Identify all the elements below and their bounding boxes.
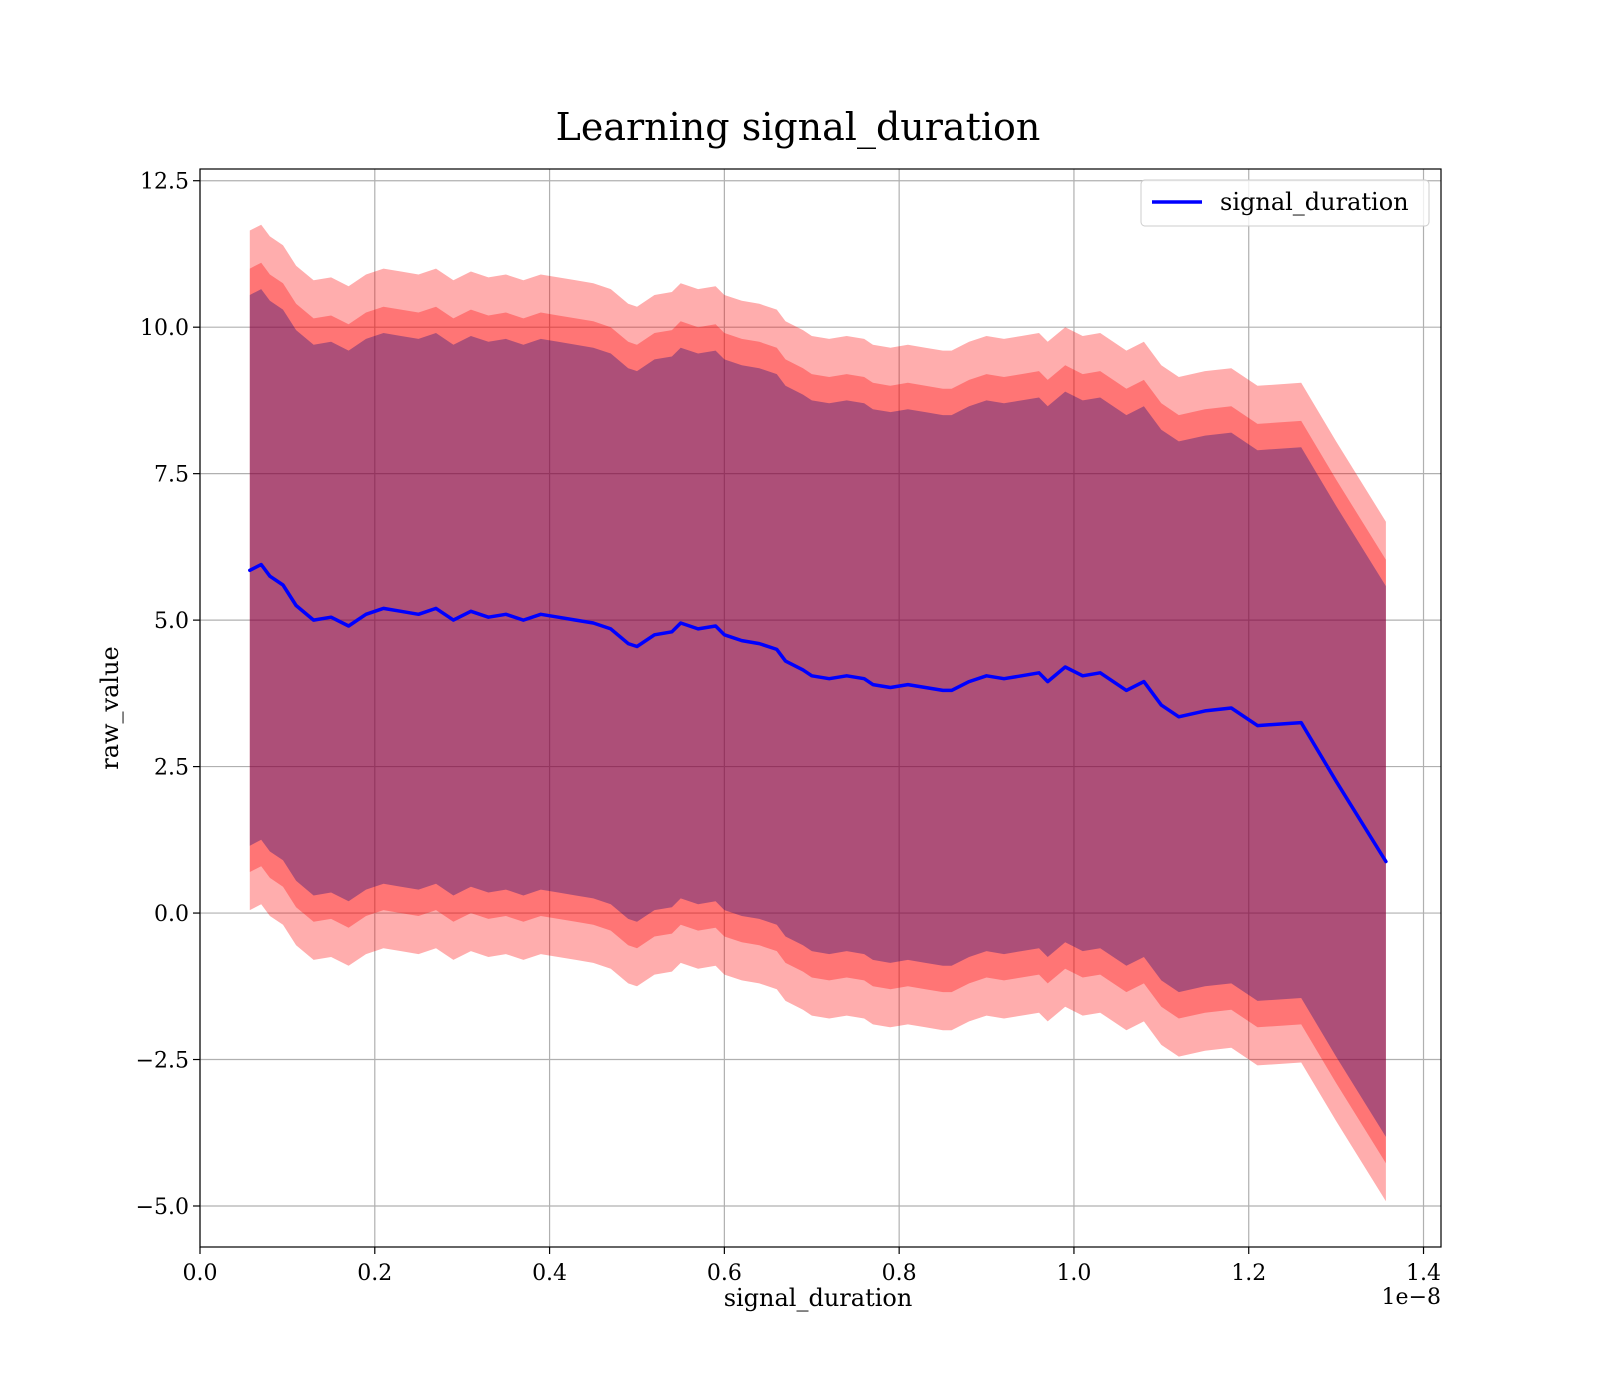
legend-box — [1140, 179, 1430, 227]
x-tick-label: 0.2 — [357, 1261, 392, 1286]
x-axis-offset-label: 1e−8 — [1382, 1285, 1441, 1310]
x-axis-label: signal_duration — [724, 1284, 913, 1312]
x-tick-label: 1.0 — [1056, 1261, 1091, 1286]
grid — [199, 169, 1441, 1247]
confidence-bands — [249, 224, 1386, 1202]
confidence-band-1 — [249, 224, 1386, 1202]
legend-label-signal-duration: signal_duration — [1220, 188, 1409, 216]
x-tick-label: 0.8 — [882, 1261, 917, 1286]
legend: signal_duration — [1140, 179, 1430, 227]
y-tick-label: 7.5 — [154, 463, 189, 488]
axis-ticks: 0.0 0.2 0.4 0.6 0.8 1.0 1.2 1.4 −5.0 −2.5 0.0 2.5 5.… — [136, 170, 1441, 1286]
x-tick-label: 1.2 — [1231, 1261, 1266, 1286]
confidence-band-3 — [249, 289, 1386, 1137]
x-tick-label: 1.4 — [1406, 1261, 1441, 1286]
y-tick-label: 12.5 — [140, 170, 189, 195]
series-line-signal-duration — [248, 562, 1388, 864]
plot-frame — [199, 168, 1442, 1248]
x-tick-label: 0.0 — [183, 1261, 218, 1286]
confidence-band-2 — [249, 262, 1386, 1164]
y-tick-label: −2.5 — [136, 1049, 189, 1074]
y-tick-label: 5.0 — [154, 609, 189, 634]
y-tick-label: 0.0 — [154, 902, 189, 927]
y-tick-label: 2.5 — [154, 756, 189, 781]
x-tick-label: 0.4 — [532, 1261, 567, 1286]
y-tick-label: −5.0 — [136, 1195, 189, 1220]
x-tick-label: 0.6 — [707, 1261, 742, 1286]
y-tick-label: 10.0 — [140, 316, 189, 341]
chart-title: Learning signal_duration — [556, 105, 1041, 150]
y-axis-label: raw_value — [96, 646, 124, 770]
series-lines — [248, 562, 1388, 864]
